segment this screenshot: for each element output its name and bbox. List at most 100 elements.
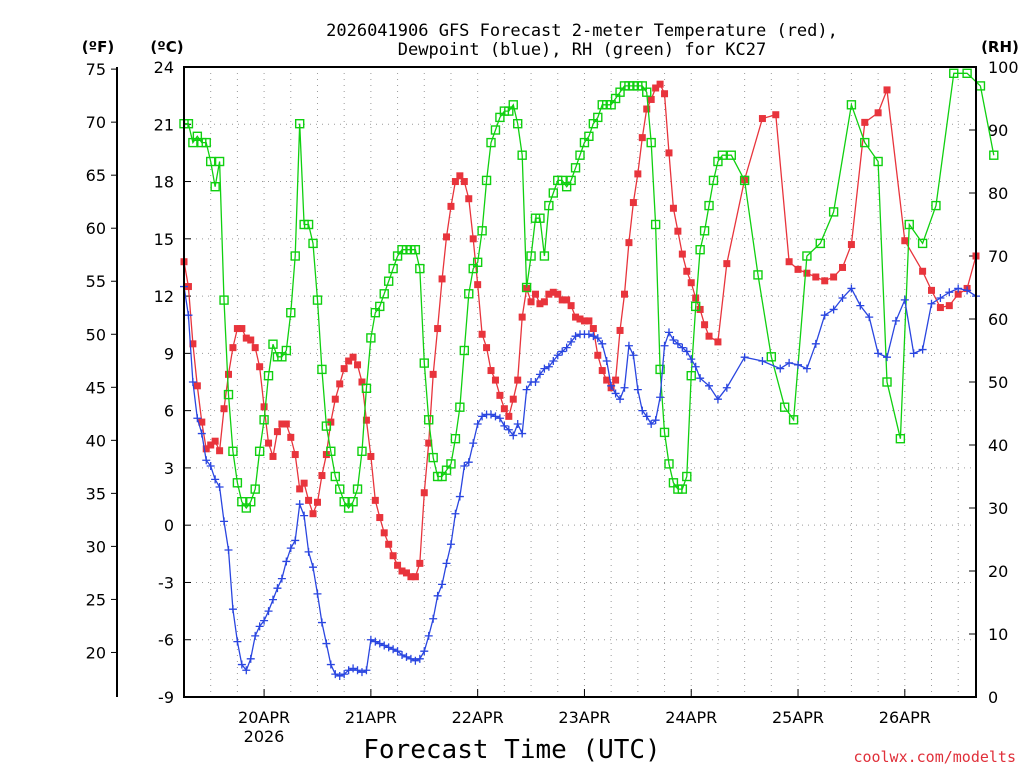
temperature-point (389, 552, 397, 560)
temperature-point (723, 260, 731, 268)
dewpoint-point (398, 651, 407, 659)
dewpoint-point (317, 618, 326, 627)
rh-point (424, 415, 434, 425)
dewpoint-point (856, 301, 865, 310)
rh-point (481, 175, 492, 186)
dewpoint-point (460, 462, 469, 470)
dewpoint-point (954, 284, 963, 293)
dewpoint-point (553, 351, 562, 360)
celsius-unit-label: (ºC) (150, 38, 183, 56)
dewpoint-point (255, 622, 264, 631)
dewpoint-point (357, 668, 366, 677)
rh-point (521, 282, 532, 293)
dewpoint-point (380, 641, 389, 650)
dewpoint-point (237, 660, 246, 669)
rh-point (882, 377, 892, 387)
temperature-point (394, 561, 402, 569)
dewpoint-point (282, 557, 291, 566)
rh-point (486, 137, 496, 148)
dewpoint-point (567, 337, 576, 346)
rh-point (779, 402, 790, 412)
f-tick-label: 65 (86, 166, 106, 185)
temperature-point (580, 317, 588, 325)
dewpoint-point (273, 584, 282, 593)
rh-point (286, 308, 296, 318)
dewpoint-point (785, 358, 794, 367)
temperature-point (540, 298, 548, 306)
dewpoint-point (544, 362, 553, 371)
temperature-point (487, 367, 495, 375)
temperature-point (509, 395, 517, 403)
dewpoint-point (602, 357, 611, 365)
f-tick-label: 45 (86, 378, 106, 397)
dewpoint-point (478, 412, 487, 421)
dewpoint-point (295, 500, 304, 509)
dewpoint-point (193, 414, 202, 423)
dewpoint-point (291, 536, 300, 545)
dewpoint-point (847, 284, 856, 293)
temperature-point (758, 115, 766, 123)
rh-tick-label: 40 (988, 436, 1008, 455)
x-tick-label: 23APR (558, 708, 610, 727)
rh-point (214, 156, 225, 167)
dewpoint-point (509, 431, 518, 440)
f-tick-label: 55 (86, 272, 106, 291)
dewpoint-point (429, 614, 438, 623)
dewpoint-point (900, 295, 909, 304)
rh-point (410, 244, 421, 255)
rh-point (383, 276, 394, 286)
temperature-point (505, 412, 513, 420)
dewpoint-point (607, 381, 616, 390)
rh-point (650, 219, 661, 230)
dewpoint-point (353, 666, 362, 675)
temperature-point (300, 479, 308, 487)
dewpoint-point (909, 349, 918, 358)
temperature-point (847, 241, 855, 249)
temperature-point (928, 286, 936, 294)
temperature-point (572, 313, 580, 321)
temperature-point (211, 437, 219, 445)
temperature-point (954, 290, 962, 298)
temperature-point (594, 351, 602, 359)
x-axis: 20APR 21APR 22APR 23APR 24APR 25APR 26APR (238, 689, 931, 727)
temperature-point (701, 321, 709, 329)
f-tick-label: 25 (86, 590, 106, 609)
temperature-point (238, 325, 246, 333)
dewpoint-point (647, 420, 656, 428)
dewpoint-point (197, 429, 206, 438)
c-tick-label: -3 (158, 573, 174, 592)
x-tick-label: 25APR (772, 708, 824, 727)
temperature-point (256, 363, 264, 371)
temperature-point (945, 302, 953, 310)
temperature-point (478, 330, 486, 338)
rh-point (584, 131, 594, 142)
dewpoint-point (642, 412, 651, 421)
rh-point (575, 150, 585, 160)
rh-tick-label: 70 (988, 247, 1008, 266)
dewpoint-point (518, 429, 527, 438)
temperature-point (380, 529, 388, 537)
rh-point (699, 226, 710, 236)
temperature-point (354, 361, 362, 369)
dewpoint-point (669, 336, 678, 344)
temperature-point (402, 569, 410, 577)
dewpoint-point (411, 656, 420, 665)
dewpoint-point (340, 670, 349, 679)
f-tick-label: 50 (86, 325, 106, 344)
rh-point (361, 383, 372, 393)
temperature-point (589, 325, 597, 333)
rh-point (544, 200, 554, 211)
rh-point (303, 219, 314, 230)
dewpoint-point (722, 383, 731, 392)
temperature-point (220, 405, 228, 413)
dewpoint-point (433, 591, 442, 600)
dewpoint-point (438, 580, 447, 589)
temperature-point (674, 227, 682, 235)
dewpoint-point (451, 509, 460, 518)
temperature-point (683, 267, 691, 275)
rh-point (294, 118, 305, 129)
dewpoint-point (402, 652, 411, 661)
c-tick-label: 18 (154, 173, 174, 192)
celsius-axis: -9 -6 -3 0 3 6 9 12 15 18 21 24 (154, 58, 191, 707)
temperature-point (296, 485, 304, 493)
